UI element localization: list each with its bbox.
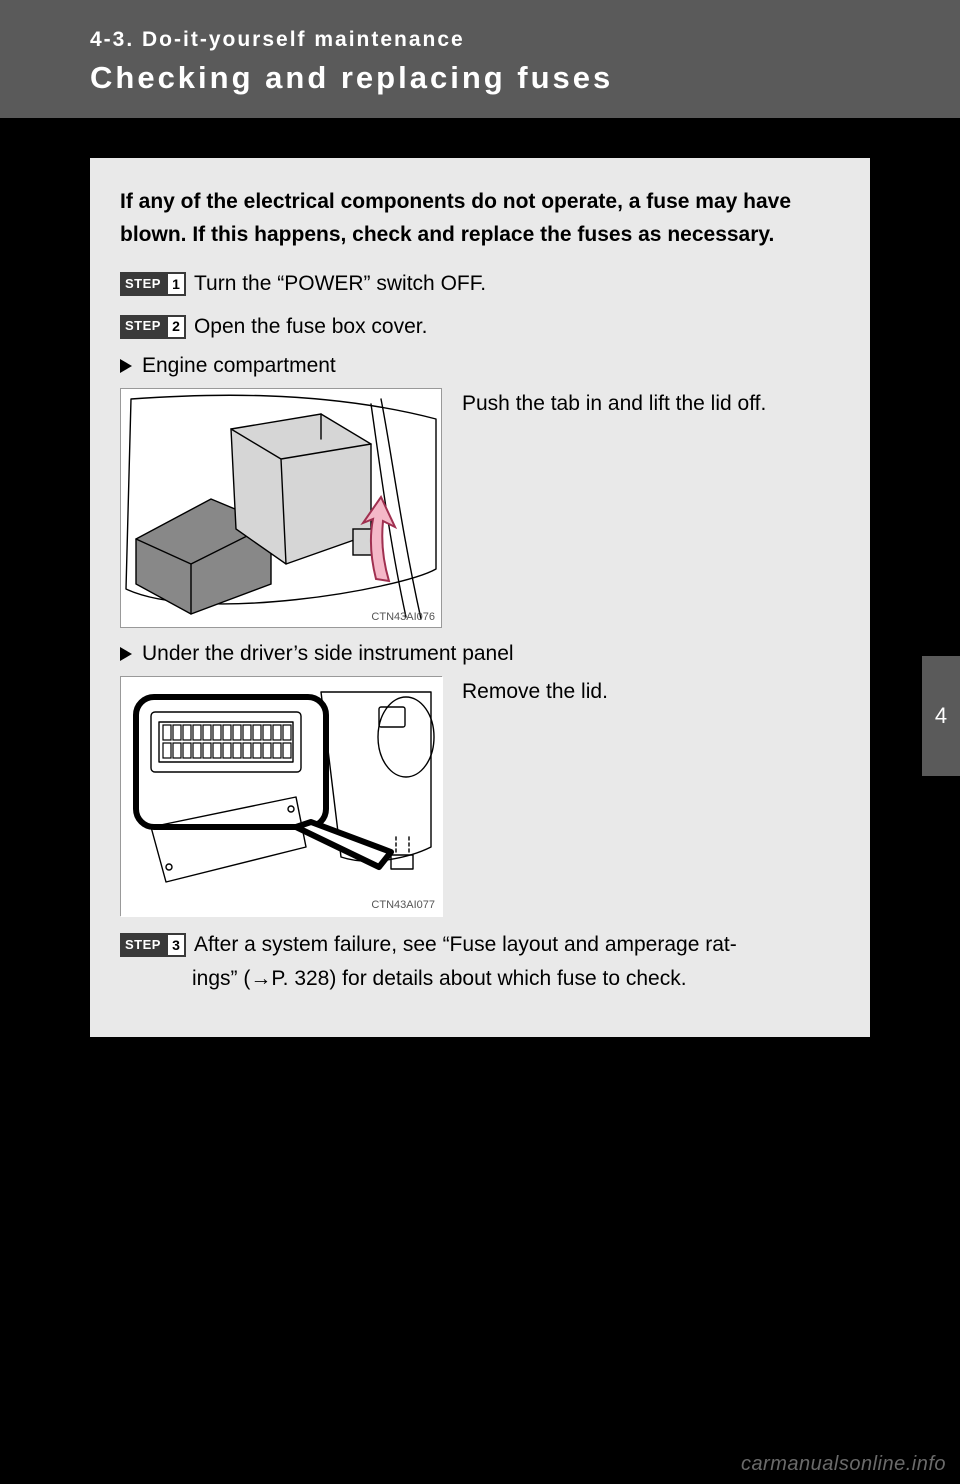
figure-code: CTN43AI076 <box>371 611 435 623</box>
step-2-text: Open the fuse box cover. <box>194 312 840 342</box>
intro-text: If any of the electrical components do n… <box>120 186 840 251</box>
step-3-text-2: ings” (→P. 328) for details about which … <box>192 964 840 994</box>
engine-instruction: Push the tab in and lift the lid off. <box>462 388 840 628</box>
content-box: If any of the electrical components do n… <box>90 158 870 1037</box>
panel-instruction: Remove the lid. <box>462 676 840 916</box>
step-badge: STEP 3 <box>120 933 186 957</box>
figure-row-1: CTN43AI076 Push the tab in and lift the … <box>120 388 840 628</box>
instrument-panel-label: Under the driver’s side instrument panel <box>142 642 514 666</box>
figure-row-2: CTN43AI077 Remove the lid. <box>120 676 840 916</box>
step-label: STEP <box>120 933 166 957</box>
step-3-text: After a system failure, see “Fuse layout… <box>194 930 840 960</box>
chapter-number: 4 <box>935 703 947 729</box>
step-1-text: Turn the “POWER” switch OFF. <box>194 269 840 299</box>
engine-compartment-label: Engine compartment <box>142 354 336 378</box>
step-badge: STEP 1 <box>120 272 186 296</box>
chapter-tab: 4 <box>922 656 960 776</box>
triangle-bullet-icon <box>120 647 132 661</box>
page-title: Checking and replacing fuses <box>90 60 960 96</box>
figure-code: CTN43AI077 <box>371 899 435 911</box>
figure-engine-compartment: CTN43AI076 <box>120 388 442 628</box>
breadcrumb: 4-3. Do-it-yourself maintenance <box>90 28 960 52</box>
step-number: 1 <box>166 272 186 296</box>
step-2: STEP 2 Open the fuse box cover. <box>120 312 840 342</box>
triangle-bullet-icon <box>120 359 132 373</box>
page-header: 4-3. Do-it-yourself maintenance Checking… <box>0 0 960 118</box>
step-label: STEP <box>120 272 166 296</box>
step-1: STEP 1 Turn the “POWER” switch OFF. <box>120 269 840 299</box>
step-badge: STEP 2 <box>120 315 186 339</box>
figure-instrument-panel: CTN43AI077 <box>120 676 442 916</box>
instrument-panel-heading: Under the driver’s side instrument panel <box>120 642 840 666</box>
step-3: STEP 3 After a system failure, see “Fuse… <box>120 930 840 960</box>
step-number: 3 <box>166 933 186 957</box>
engine-compartment-heading: Engine compartment <box>120 354 840 378</box>
step-number: 2 <box>166 315 186 339</box>
step-3-continued: ings” (→P. 328) for details about which … <box>120 964 840 994</box>
watermark: carmanualsonline.info <box>741 1453 946 1476</box>
step-label: STEP <box>120 315 166 339</box>
